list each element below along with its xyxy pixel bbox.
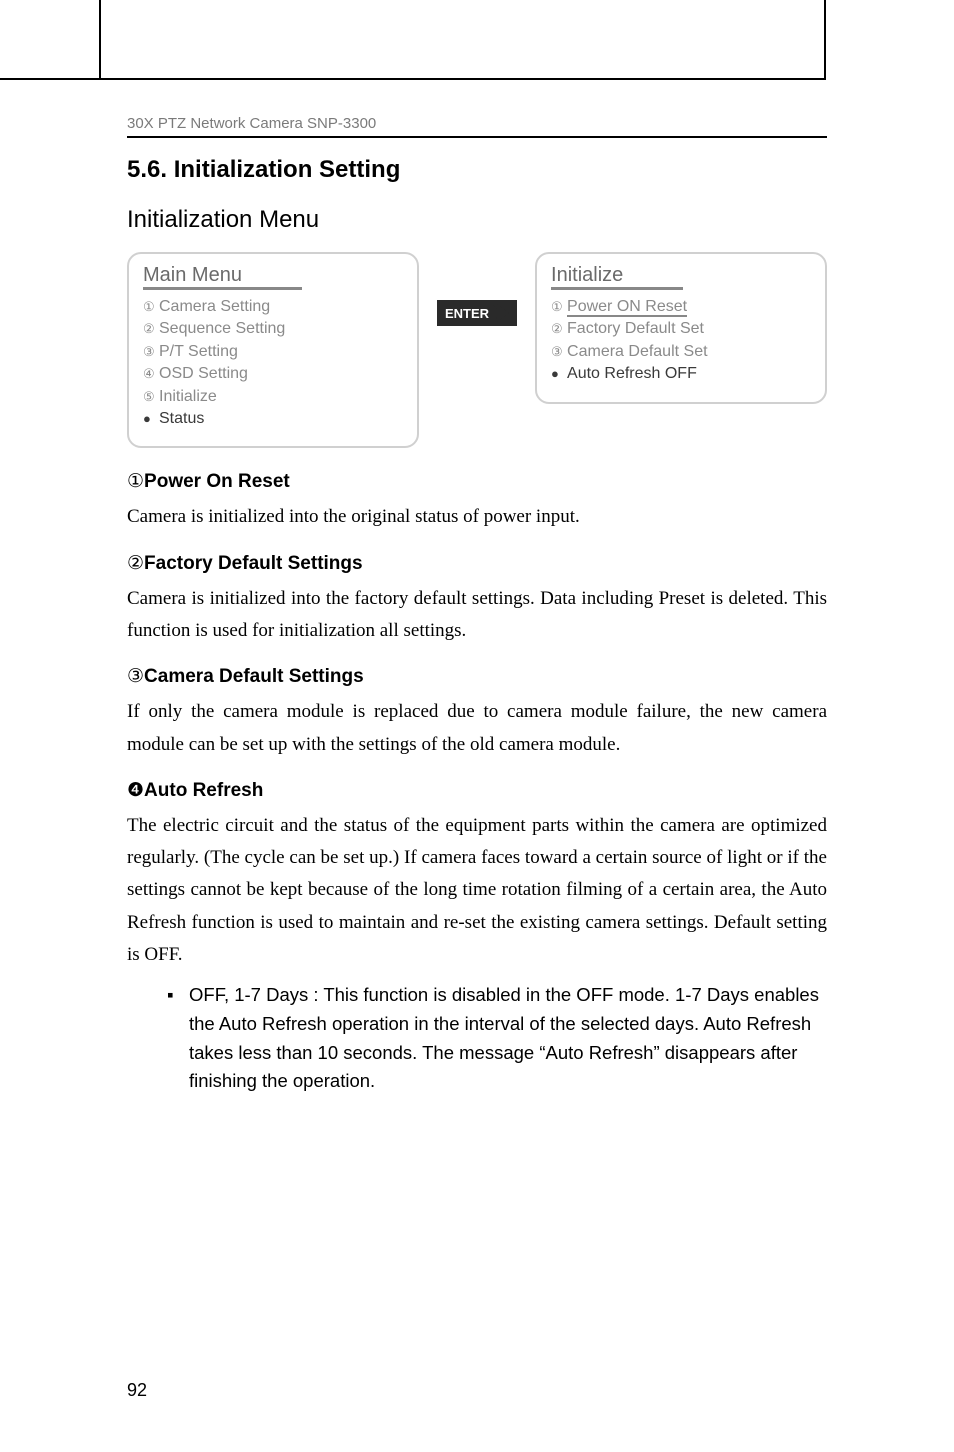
item-label: Sequence Setting — [159, 320, 285, 337]
page-content: 30X PTZ Network Camera SNP-3300 5.6. Ini… — [127, 115, 827, 1096]
main-menu-item[interactable]: ●Status — [143, 408, 403, 430]
item-label: OSD Setting — [159, 365, 248, 382]
initialize-menu-item[interactable]: ③Camera Default Set — [551, 341, 811, 363]
main-menu-item[interactable]: ⑤Initialize — [143, 386, 403, 408]
bullet-text: OFF, 1-7 Days : This function is disable… — [189, 981, 827, 1096]
entry-marker: ① — [127, 471, 144, 492]
initialize-menu-items: ①Power ON Reset ②Factory Default Set ③Ca… — [551, 296, 811, 386]
section-title: 5.6. Initialization Setting — [127, 156, 827, 184]
main-menu-items: ①Camera Setting ②Sequence Setting ③P/T S… — [143, 296, 403, 430]
entry-title: Camera Default Settings — [144, 666, 364, 687]
entry-title: Factory Default Settings — [144, 553, 363, 574]
initialize-menu-box: Initialize ①Power ON Reset ②Factory Defa… — [535, 252, 827, 404]
item-label: Auto Refresh OFF — [567, 365, 697, 382]
entry-title: Power On Reset — [144, 471, 290, 492]
item-marker: ⑤ — [143, 388, 159, 406]
item-marker: ③ — [143, 343, 159, 361]
main-menu-title: Main Menu — [143, 264, 302, 290]
enter-label: ENTER — [445, 306, 489, 321]
page-number: 92 — [127, 1380, 147, 1401]
header-rule — [127, 136, 827, 138]
enter-button[interactable]: ENTER — [437, 300, 517, 326]
item-marker: ② — [551, 320, 567, 338]
item-label: Camera Setting — [159, 298, 270, 315]
entry-marker: ❹ — [127, 780, 144, 801]
item-marker: ② — [143, 320, 159, 338]
main-menu-box: Main Menu ①Camera Setting ②Sequence Sett… — [127, 252, 419, 448]
entry-body: Camera is initialized into the factory d… — [127, 583, 827, 648]
model-header: 30X PTZ Network Camera SNP-3300 — [127, 115, 827, 132]
crop-mark-left — [99, 0, 101, 80]
enter-arrow: ENTER — [437, 300, 517, 326]
item-marker: ① — [143, 298, 159, 316]
item-label: Camera Default Set — [567, 343, 708, 360]
entry-heading: ②Factory Default Settings — [127, 552, 827, 575]
item-label: P/T Setting — [159, 343, 238, 360]
initialize-menu-item[interactable]: ①Power ON Reset — [551, 296, 811, 318]
item-marker: ③ — [551, 343, 567, 361]
entry-body: Camera is initialized into the original … — [127, 501, 827, 533]
entry-heading: ❹Auto Refresh — [127, 779, 827, 802]
entry-body: If only the camera module is replaced du… — [127, 696, 827, 761]
bullet-square-icon: ▪ — [167, 981, 189, 1096]
main-menu-item[interactable]: ②Sequence Setting — [143, 318, 403, 340]
main-menu-item[interactable]: ④OSD Setting — [143, 363, 403, 385]
item-label: Factory Default Set — [567, 320, 704, 337]
item-label: Initialize — [159, 388, 217, 405]
main-menu-item[interactable]: ①Camera Setting — [143, 296, 403, 318]
arrow-right-icon — [491, 304, 509, 322]
subsection-title: Initialization Menu — [127, 206, 827, 234]
menu-screenshots-row: Main Menu ①Camera Setting ②Sequence Sett… — [127, 252, 827, 448]
item-marker: ① — [551, 298, 567, 316]
item-label: Status — [159, 410, 204, 427]
item-marker: ● — [551, 365, 567, 383]
crop-mark-horizontal — [0, 78, 826, 80]
entry-marker: ② — [127, 553, 144, 574]
main-menu-item[interactable]: ③P/T Setting — [143, 341, 403, 363]
initialize-menu-item[interactable]: ②Factory Default Set — [551, 318, 811, 340]
entry-body: The electric circuit and the status of t… — [127, 810, 827, 971]
item-marker: ● — [143, 410, 159, 428]
entry-title: Auto Refresh — [144, 780, 263, 801]
crop-mark-right — [824, 0, 826, 80]
initialize-menu-title: Initialize — [551, 264, 683, 290]
entry-marker: ③ — [127, 666, 144, 687]
item-label: Power ON Reset — [567, 298, 687, 317]
item-marker: ④ — [143, 365, 159, 383]
entry-heading: ①Power On Reset — [127, 470, 827, 493]
initialize-menu-item[interactable]: ●Auto Refresh OFF — [551, 363, 811, 385]
bullet-block: ▪ OFF, 1-7 Days : This function is disab… — [167, 981, 827, 1096]
entry-heading: ③Camera Default Settings — [127, 665, 827, 688]
